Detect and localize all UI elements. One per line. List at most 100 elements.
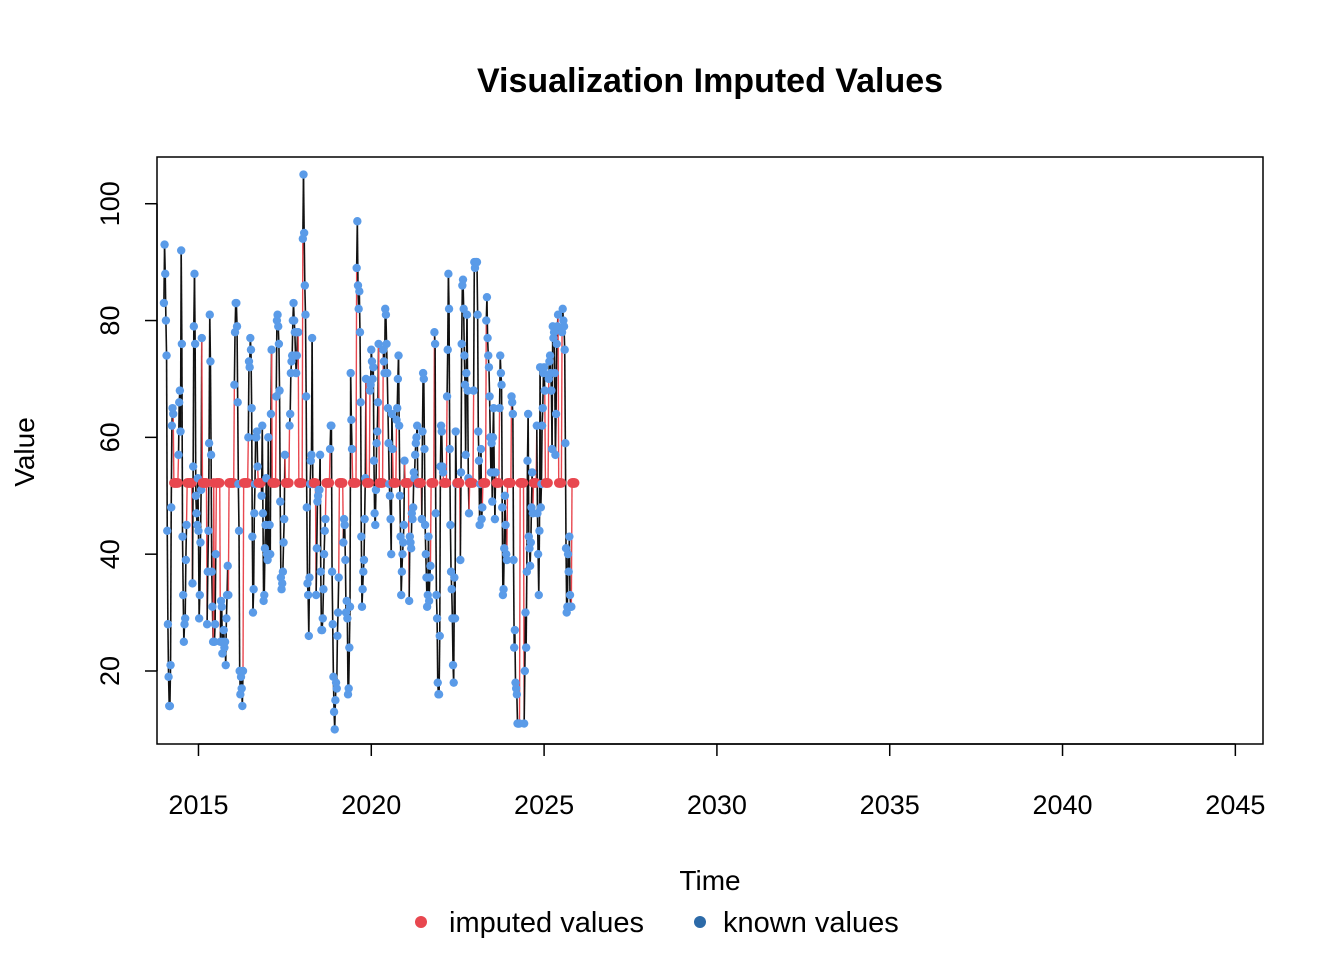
series-segment-imputed (351, 449, 354, 483)
known-point (238, 666, 248, 676)
series-segment-known (514, 630, 517, 683)
series-segment-known (331, 571, 334, 625)
series-segment-known (304, 285, 307, 315)
known-point (301, 310, 310, 319)
known-point (484, 351, 493, 360)
series-segment-imputed (246, 437, 250, 483)
series-segment-known (253, 484, 256, 514)
series-segment-known (169, 665, 172, 707)
imputed-point (441, 478, 452, 488)
known-point (238, 701, 247, 711)
known-point (408, 503, 418, 512)
legend-marker-known (694, 916, 706, 928)
imputed-point (480, 478, 491, 488)
known-point (196, 538, 205, 547)
series-segment-imputed (227, 482, 230, 596)
known-point (266, 549, 275, 559)
known-point (508, 398, 517, 407)
known-point (339, 538, 348, 547)
known-point (552, 339, 561, 349)
known-point (258, 421, 267, 430)
series-segment-known (565, 548, 568, 613)
series-segment-known (423, 449, 426, 525)
series-segment-known (359, 402, 363, 537)
series-segment-known (214, 554, 217, 625)
known-point (496, 351, 505, 360)
known-point (456, 468, 466, 477)
series-segment-known (376, 402, 379, 432)
series-segment-known (209, 361, 212, 455)
series-segment-known (451, 618, 454, 666)
known-point (274, 339, 284, 349)
series-segment-known (385, 314, 388, 344)
known-point (537, 421, 547, 430)
imputed-point (364, 478, 375, 488)
known-point (385, 491, 395, 500)
known-point (433, 678, 442, 687)
series-segment-known (434, 343, 437, 514)
known-point (195, 590, 204, 600)
known-point (179, 637, 189, 646)
known-point (320, 526, 329, 536)
known-point (167, 421, 177, 430)
series-segment-known (206, 530, 210, 572)
series-segment-known (193, 273, 196, 344)
series-segment-known (169, 507, 173, 666)
known-point (274, 322, 283, 331)
known-point (443, 345, 452, 354)
known-point (302, 503, 312, 512)
known-point (353, 217, 362, 226)
known-point (169, 409, 178, 419)
known-point (421, 549, 430, 559)
known-point (374, 339, 383, 349)
imputed-point (454, 478, 465, 488)
known-point (386, 514, 395, 524)
series-segment-imputed (233, 384, 236, 483)
known-point (244, 433, 253, 442)
series-segment-known (466, 390, 470, 479)
series-segment-known (460, 285, 464, 344)
known-point (500, 491, 510, 500)
known-point (388, 444, 397, 454)
series-segment-known (555, 343, 558, 415)
known-point (315, 450, 325, 460)
series-segment-imputed (274, 396, 277, 483)
known-point (208, 602, 217, 611)
known-point (536, 503, 545, 512)
known-point (163, 620, 173, 629)
series-segment-known (346, 618, 349, 695)
known-point (285, 421, 294, 430)
known-point (163, 526, 172, 536)
known-point (210, 637, 219, 646)
series-segment-known (359, 332, 362, 403)
known-point (565, 532, 574, 541)
imputed-point (403, 478, 414, 488)
known-point (567, 602, 576, 611)
series-segment-imputed (391, 449, 394, 483)
known-point (289, 316, 299, 325)
known-point (432, 614, 442, 623)
series-segment-imputed (242, 482, 245, 671)
known-point (482, 316, 491, 325)
imputed-point (337, 478, 348, 488)
series-segment-imputed (338, 482, 341, 578)
known-point (521, 608, 530, 617)
known-point (457, 339, 466, 349)
known-point (343, 614, 352, 623)
y-tick-label: 60 (95, 422, 125, 452)
known-point (498, 503, 507, 512)
known-point (450, 573, 459, 582)
series-segment-imputed (324, 482, 327, 520)
known-point (478, 503, 487, 512)
series-segment-known (210, 454, 213, 572)
series-segment-known (421, 431, 424, 520)
known-point (205, 310, 214, 319)
known-point (161, 269, 170, 279)
known-point (354, 304, 363, 314)
known-point (460, 351, 469, 360)
series-segment-imputed (377, 343, 380, 483)
known-point (521, 643, 531, 652)
known-point (381, 310, 391, 319)
known-point (307, 333, 317, 343)
series-segment-known (180, 250, 183, 344)
